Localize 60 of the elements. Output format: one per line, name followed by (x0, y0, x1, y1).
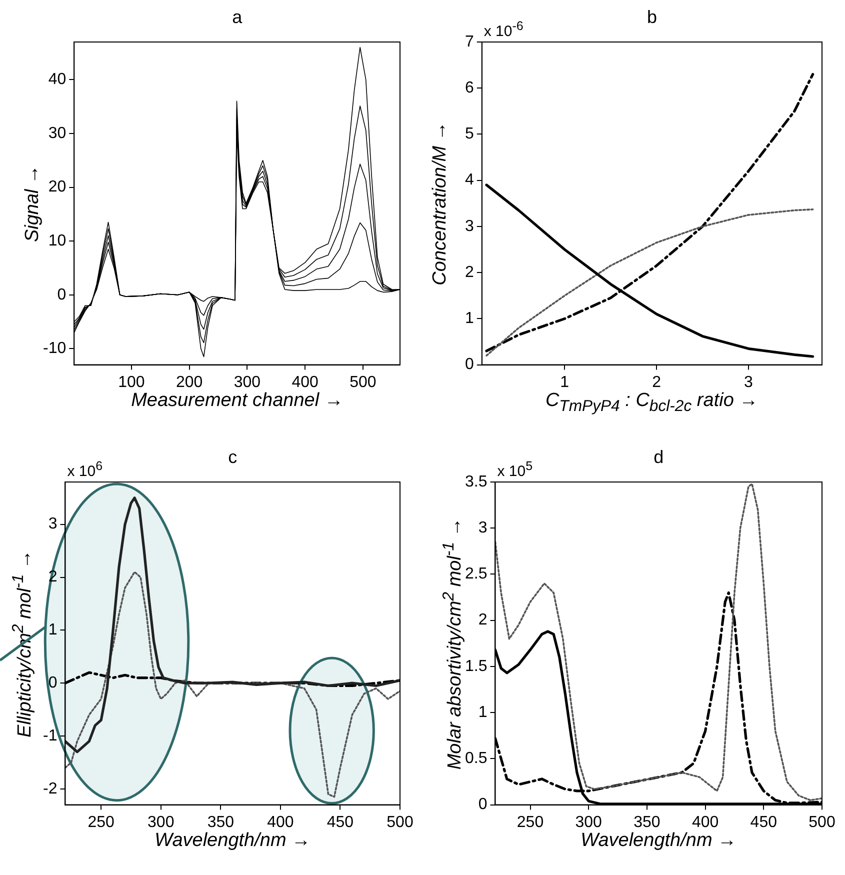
y-tick-label: 3 (464, 218, 474, 235)
x-tick-label: 100 (118, 374, 145, 391)
y-tick-label: 30 (48, 124, 66, 142)
x-axis-title: Wavelength/nm → (580, 830, 737, 851)
y-tick-label: 5 (464, 126, 474, 143)
y-tick-label: 3.5 (464, 473, 488, 490)
y-tick-label: 1.5 (464, 658, 488, 675)
y-tick-label: 2 (464, 264, 474, 281)
y-tick-label: 20 (48, 178, 66, 196)
x-tick-label: 300 (234, 374, 261, 391)
y-tick-label: 3 (48, 516, 58, 533)
y-tick-label: 1 (48, 622, 58, 639)
x-axis-title: C$_{TmPyP4}$ : C$_{bcl-2c}$ ratio → (545, 390, 758, 415)
x-tick-label: 2 (652, 374, 662, 391)
y-tick-label: 1 (478, 704, 488, 721)
x-tick-label: 450 (750, 814, 778, 831)
x-axis-title: Wavelength/nm → (154, 830, 311, 851)
x-tick-label: 400 (267, 814, 294, 831)
x-tick-label: 450 (326, 814, 354, 831)
y-tick-label: -1 (42, 727, 58, 744)
y-tick-label: 0 (57, 286, 66, 304)
y-tick-label: 0 (48, 674, 58, 692)
x-tick-label: 300 (575, 814, 602, 831)
y-tick-label: 2 (478, 612, 488, 629)
chart-title: d (654, 447, 664, 467)
y-tick-label: -2 (42, 780, 58, 798)
x-tick-label: 200 (176, 374, 203, 391)
x-tick-label: 250 (88, 814, 115, 831)
chart-title: b (646, 7, 657, 27)
y-tick-label: 0 (464, 356, 474, 374)
x-tick-label: 350 (207, 814, 234, 831)
y-axis-title: Concentration/M → (429, 122, 450, 286)
chart-title: c (228, 447, 238, 467)
y-tick-label: 2.5 (464, 566, 488, 583)
x-tick-label: 400 (292, 374, 319, 391)
y-tick-label: 10 (48, 232, 66, 250)
y-tick-label: 40 (48, 71, 66, 88)
x-tick-label: 3 (744, 374, 754, 391)
x-tick-label: 250 (516, 814, 544, 831)
y-tick-label: 3 (478, 520, 488, 537)
y-tick-label: 0.5 (464, 750, 488, 768)
y-tick-label: -10 (43, 340, 66, 358)
y-tick-label: 0 (478, 796, 488, 814)
x-tick-label: 350 (634, 814, 660, 831)
y-tick-label: 7 (464, 33, 474, 50)
x-tick-label: 400 (692, 814, 719, 831)
text: x 10$^{5}$ (497, 459, 533, 480)
x-tick-label: 1 (560, 374, 570, 391)
chart-title: a (232, 7, 242, 27)
text: x 10$^{6}$ (67, 459, 103, 480)
text: x 10$^{-6}$ (484, 19, 524, 40)
y-tick-label: 1 (464, 310, 474, 328)
x-tick-label: 500 (350, 374, 376, 391)
x-tick-label: 500 (808, 814, 836, 831)
x-tick-label: 500 (386, 814, 414, 831)
y-tick-label: 4 (464, 172, 474, 189)
x-tick-label: 300 (148, 814, 174, 831)
x-axis-title: Measurement channel → (131, 390, 344, 411)
y-axis-title: Signal → (22, 164, 43, 242)
y-tick-label: 6 (464, 80, 474, 97)
